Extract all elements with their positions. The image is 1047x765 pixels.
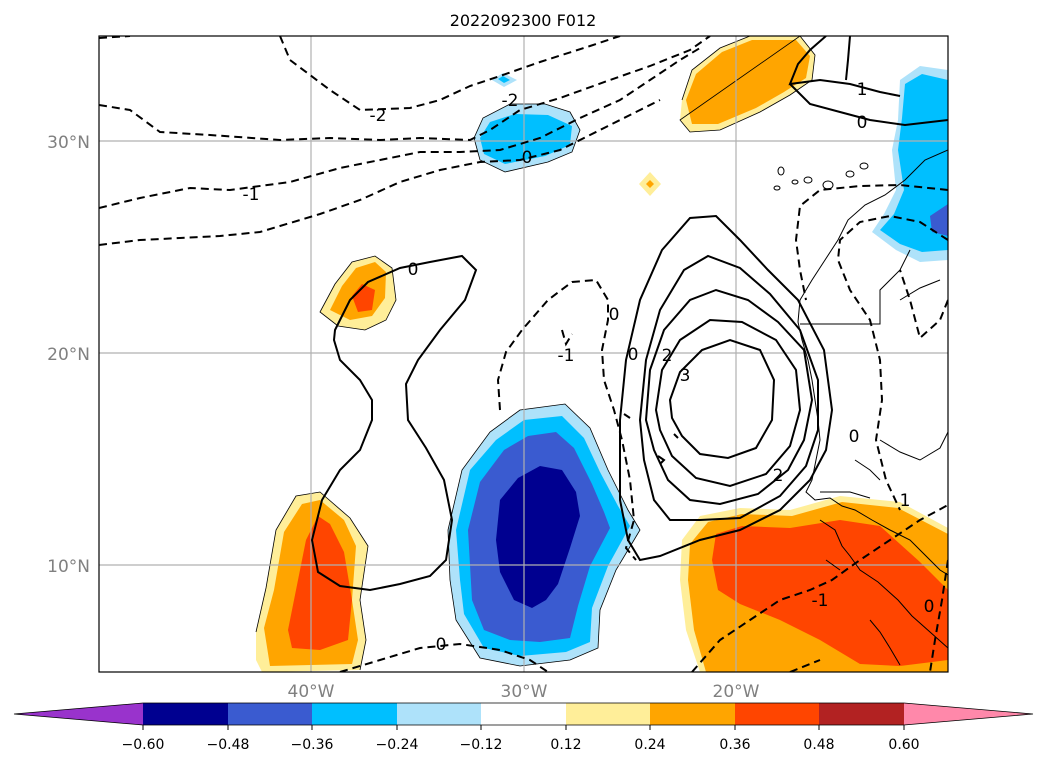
lat-label: 20°N — [47, 345, 90, 365]
colorbar-segment — [819, 703, 904, 725]
colorbar-extend-low — [14, 703, 143, 725]
colorbar-ticks — [142, 725, 905, 730]
contour-label: 2 — [662, 346, 673, 366]
lon-label: 30°W — [501, 682, 548, 702]
colorbar: −0.60 −0.48 −0.36 −0.24 −0.12 0.12 0.24 … — [13, 702, 1034, 753]
colorbar-segment — [397, 703, 481, 725]
colorbar-tick-label: −0.60 — [122, 737, 165, 753]
contour-label: 3 — [680, 366, 691, 386]
gridlines — [99, 36, 948, 672]
contour-label: 1 — [900, 491, 911, 511]
contour-label: -2 — [370, 106, 387, 126]
latitude-labels: 30°N 20°N 10°N — [47, 133, 90, 577]
coastlines — [773, 149, 948, 666]
contour-label: -1 — [812, 591, 829, 611]
contour-label: -1 — [243, 185, 260, 205]
colorbar-tick-label: 0.60 — [888, 737, 919, 753]
contour-label: 0 — [609, 305, 620, 325]
colorbar-segment — [650, 703, 735, 725]
contour-label: -1 — [558, 346, 575, 366]
colorbar-segment — [566, 703, 650, 725]
colorbar-tick-label: −0.36 — [291, 737, 334, 753]
colorbar-tick-label: −0.24 — [376, 737, 419, 753]
colorbar-tick-label: 0.24 — [634, 737, 665, 753]
colorbar-segment — [481, 703, 566, 725]
colorbar-tick-label: 0.36 — [719, 737, 750, 753]
lat-label: 10°N — [47, 557, 90, 577]
colorbar-segment — [735, 703, 819, 725]
chart-title: 2022092300 F012 — [450, 11, 597, 30]
contour-label: -2 — [502, 91, 519, 111]
contour-label: 0 — [849, 427, 860, 447]
contour-label: 0 — [857, 113, 868, 133]
colorbar-segment — [228, 703, 312, 725]
contour-label: 0 — [522, 148, 533, 168]
colorbar-segment — [312, 703, 397, 725]
contour-lines — [99, 36, 948, 672]
longitude-labels: 40°W 30°W 20°W — [288, 682, 760, 702]
colorbar-extend-high — [904, 703, 1033, 725]
contour-labels: -2 -2 -1 0 0 0 -1 0 0 2 3 2 1 0 -1 0 1 0 — [243, 80, 935, 655]
map-frame — [98, 35, 949, 673]
colorbar-tick-label: −0.12 — [460, 737, 503, 753]
colorbar-segment — [143, 703, 228, 725]
map-panel: -2 -2 -1 0 0 0 -1 0 0 2 3 2 1 0 -1 0 1 0 — [99, 36, 948, 672]
contour-label: 0 — [436, 635, 447, 655]
contour-label: 2 — [773, 466, 784, 486]
lon-label: 20°W — [713, 682, 760, 702]
contour-label: 0 — [924, 597, 935, 617]
colorbar-tick-label: −0.48 — [207, 737, 250, 753]
contour-label: 1 — [857, 80, 868, 100]
contour-label: 0 — [628, 345, 639, 365]
colorbar-tick-label: 0.12 — [550, 737, 581, 753]
lon-label: 40°W — [288, 682, 335, 702]
contour-label: 0 — [408, 260, 419, 280]
lat-label: 30°N — [47, 133, 90, 153]
colorbar-tick-label: 0.48 — [803, 737, 834, 753]
